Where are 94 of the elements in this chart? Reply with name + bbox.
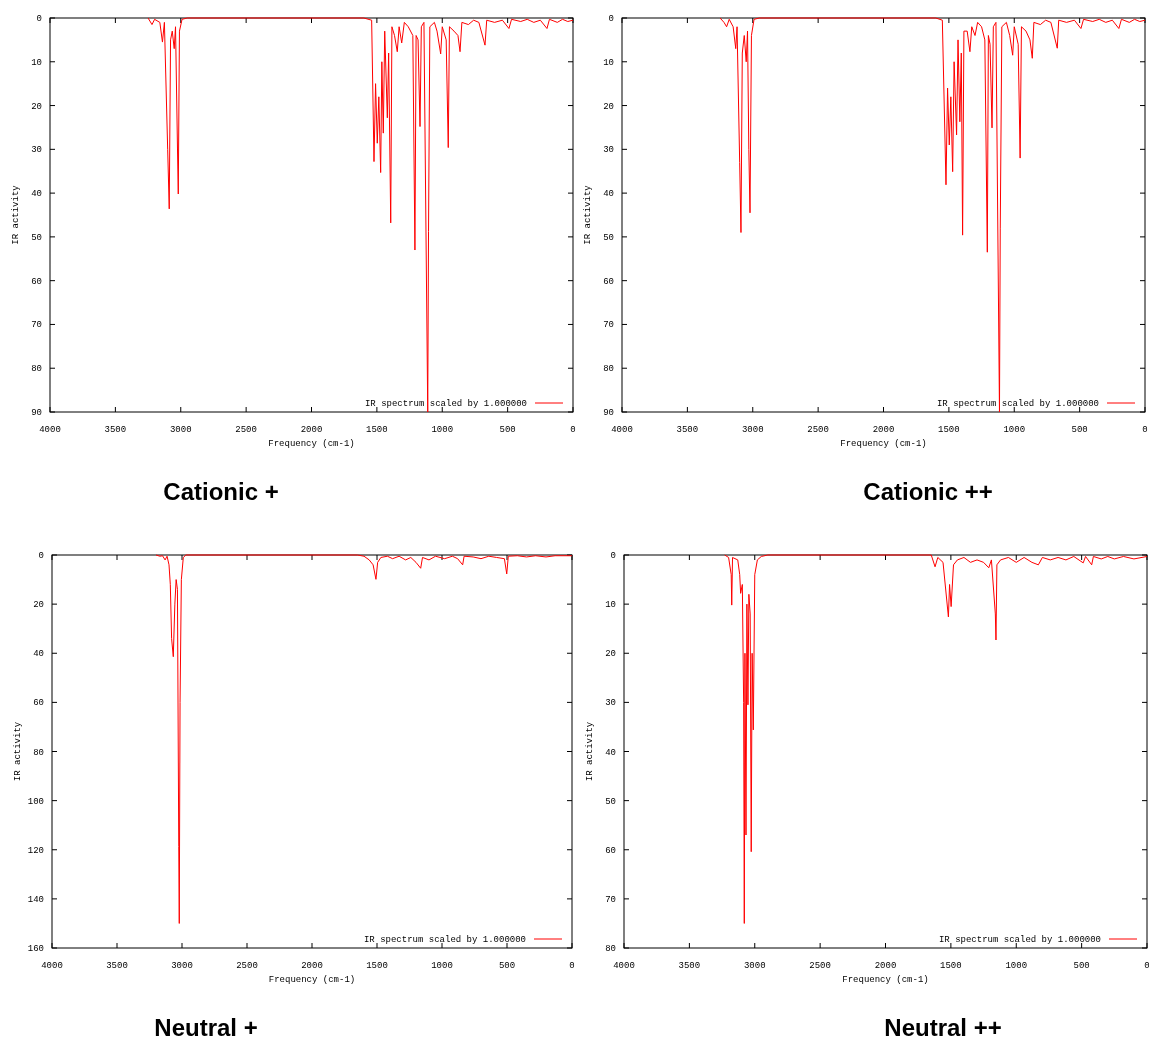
y-tick-label: 10 bbox=[31, 57, 42, 68]
y-tick-label: 90 bbox=[603, 408, 614, 418]
x-tick-label: 3000 bbox=[741, 425, 764, 435]
y-tick-label: 0 bbox=[608, 14, 614, 24]
y-tick-label: 160 bbox=[27, 944, 44, 954]
x-tick-label: 2000 bbox=[301, 961, 323, 971]
x-tick-label: 3500 bbox=[104, 425, 127, 435]
x-tick-label: 4000 bbox=[613, 961, 635, 971]
y-tick-label: 100 bbox=[27, 796, 44, 807]
x-tick-label: 3500 bbox=[678, 961, 701, 971]
line-series bbox=[724, 554, 1148, 924]
x-tick-label: 4000 bbox=[41, 961, 63, 971]
y-tick-label: 0 bbox=[610, 551, 616, 561]
legend-label: IR spectrum scaled by 1.000000 bbox=[364, 399, 527, 409]
x-tick-label: 0 bbox=[570, 425, 576, 435]
text: Neutral + bbox=[154, 1014, 258, 1041]
x-tick-label: 4000 bbox=[611, 425, 633, 435]
y-tick-label: 80 bbox=[605, 944, 616, 954]
y-tick-label: 120 bbox=[27, 845, 44, 856]
y-tick-label: 80 bbox=[603, 364, 614, 375]
x-tick-label: 1500 bbox=[366, 425, 388, 435]
y-tick-label: 20 bbox=[605, 649, 616, 660]
y-tick-label: 30 bbox=[31, 145, 42, 156]
x-tick-label: 1500 bbox=[366, 961, 388, 971]
y-tick-label: 60 bbox=[33, 698, 44, 709]
y-tick-label: 50 bbox=[603, 232, 614, 243]
x-tick-label: 3500 bbox=[676, 425, 699, 435]
x-tick-label: 1000 bbox=[1003, 425, 1026, 435]
y-tick-label: 140 bbox=[27, 894, 44, 905]
y-tick-label: 0 bbox=[38, 551, 44, 561]
y-tick-label: 40 bbox=[33, 649, 44, 660]
x-tick-label: 500 bbox=[499, 425, 516, 435]
line-series bbox=[155, 554, 573, 924]
x-tick-label: 3000 bbox=[171, 961, 193, 971]
y-tick-label: 50 bbox=[605, 796, 616, 807]
x-tick-label: 500 bbox=[498, 961, 516, 971]
y-tick-label: 80 bbox=[31, 364, 42, 375]
y-tick-label: 30 bbox=[605, 698, 616, 709]
y-tick-label: 20 bbox=[31, 101, 42, 112]
y-tick-label: 50 bbox=[31, 232, 42, 243]
y-axis-title: IR activity bbox=[583, 184, 593, 245]
y-tick-label: 40 bbox=[605, 747, 616, 758]
text: Cationic + bbox=[163, 478, 279, 505]
x-tick-label: 2500 bbox=[807, 425, 829, 435]
y-axis-title: IR activity bbox=[11, 184, 21, 245]
legend-label: IR spectrum scaled by 1.000000 bbox=[363, 935, 526, 945]
y-tick-label: 30 bbox=[603, 145, 614, 156]
y-tick-label: 20 bbox=[33, 600, 44, 611]
x-tick-label: 1000 bbox=[1005, 961, 1028, 971]
line-series bbox=[719, 17, 1146, 413]
y-tick-label: 90 bbox=[31, 408, 42, 418]
y-axis-title: IR activity bbox=[585, 721, 595, 782]
legend-label: IR spectrum scaled by 1.000000 bbox=[938, 935, 1101, 945]
x-tick-label: 500 bbox=[1073, 961, 1090, 971]
y-tick-label: 0 bbox=[36, 14, 42, 24]
x-tick-label: 500 bbox=[1071, 425, 1088, 435]
x-tick-label: 1000 bbox=[431, 961, 453, 971]
y-tick-label: 60 bbox=[605, 845, 616, 856]
legend-label: IR spectrum scaled by 1.000000 bbox=[936, 399, 1099, 409]
x-tick-label: 2500 bbox=[236, 961, 258, 971]
x-tick-label: 3000 bbox=[743, 961, 766, 971]
y-tick-label: 10 bbox=[603, 57, 614, 68]
x-axis-title: Frequency (cm-1) bbox=[268, 439, 355, 449]
x-axis-title: Frequency (cm-1) bbox=[840, 439, 927, 449]
y-tick-label: 40 bbox=[31, 189, 42, 200]
x-tick-label: 2000 bbox=[872, 425, 895, 435]
x-tick-label: 2000 bbox=[300, 425, 323, 435]
x-tick-label: 2000 bbox=[874, 961, 897, 971]
y-tick-label: 60 bbox=[603, 276, 614, 287]
x-tick-label: 2500 bbox=[235, 425, 257, 435]
y-axis-title: IR activity bbox=[13, 721, 23, 782]
text: Cationic ++ bbox=[863, 478, 993, 505]
x-axis-title: Frequency (cm-1) bbox=[268, 975, 356, 985]
y-tick-label: 20 bbox=[603, 101, 614, 112]
y-tick-label: 10 bbox=[605, 600, 616, 611]
x-tick-label: 0 bbox=[1144, 961, 1149, 971]
x-tick-label: 1500 bbox=[940, 961, 962, 971]
y-tick-label: 80 bbox=[33, 747, 44, 758]
y-tick-label: 70 bbox=[605, 894, 616, 905]
x-tick-label: 2500 bbox=[809, 961, 831, 971]
x-tick-label: 3000 bbox=[169, 425, 192, 435]
x-tick-label: 0 bbox=[1142, 425, 1148, 435]
x-tick-label: 0 bbox=[569, 961, 575, 971]
x-tick-label: 1500 bbox=[938, 425, 960, 435]
y-tick-label: 60 bbox=[31, 276, 42, 287]
y-tick-label: 40 bbox=[603, 189, 614, 200]
y-tick-label: 70 bbox=[603, 320, 614, 331]
y-tick-label: 70 bbox=[31, 320, 42, 331]
x-axis-title: Frequency (cm-1) bbox=[842, 975, 929, 985]
text: Neutral ++ bbox=[884, 1014, 1002, 1041]
x-tick-label: 4000 bbox=[39, 425, 61, 435]
x-tick-label: 1000 bbox=[431, 425, 454, 435]
line-series bbox=[147, 17, 574, 413]
x-tick-label: 3500 bbox=[106, 961, 128, 971]
